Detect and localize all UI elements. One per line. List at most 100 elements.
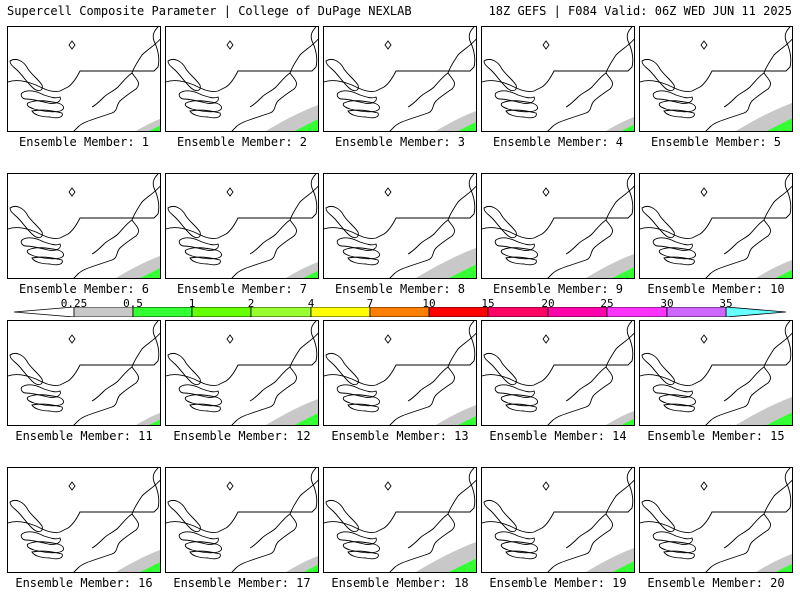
island-outline [226, 187, 234, 197]
scp-shading-moderate [294, 119, 318, 131]
scp-shading-moderate [140, 562, 160, 572]
island-outline [700, 187, 708, 197]
member-label: Ensemble Member: 10 [647, 282, 785, 296]
coastline [705, 479, 792, 572]
lake-outline [26, 541, 65, 554]
lake-outline [20, 237, 61, 251]
coastline [705, 332, 792, 425]
lake-outline [9, 499, 43, 533]
colorbar-tick-label: 1 [188, 297, 196, 310]
member-label: Ensemble Member: 4 [492, 135, 624, 149]
coastline [565, 366, 607, 402]
island-outline [384, 187, 392, 197]
lake-outline [663, 256, 695, 266]
member-map [481, 26, 635, 132]
border-line [166, 468, 318, 533]
coastline [547, 479, 634, 572]
member-map [481, 467, 635, 573]
scp-shading-moderate [775, 269, 792, 278]
lake-outline [26, 100, 65, 113]
border-line [8, 27, 160, 92]
coastline [73, 479, 160, 572]
run-valid-time: 18Z GEFS | F084 Valid: 06Z WED JUN 11 20… [488, 4, 792, 18]
scp-shading-moderate [458, 416, 476, 425]
scp-shading-moderate [449, 264, 476, 278]
member-label: Ensemble Member: 5 [650, 135, 782, 149]
scp-shading-low [416, 248, 476, 278]
colorbar-segment [73, 307, 134, 317]
lake-outline [652, 531, 693, 545]
lake-outline [189, 109, 221, 119]
scp-shading-moderate [149, 419, 160, 425]
lake-outline [641, 499, 675, 533]
coastline [407, 513, 449, 549]
lake-outline [184, 541, 223, 554]
lake-outline [184, 100, 223, 113]
coastline [73, 185, 160, 278]
lake-outline [336, 237, 377, 251]
lake-outline [641, 205, 675, 239]
member-map [639, 320, 793, 426]
border-line [482, 174, 634, 239]
lake-outline [658, 100, 697, 113]
member-map [481, 173, 635, 279]
island-outline [384, 334, 392, 344]
island-outline [384, 40, 392, 50]
scp-shading-low [266, 399, 318, 425]
scp-shading-low [286, 262, 318, 278]
colorbar-lower-extension [13, 307, 75, 317]
border-line [166, 174, 318, 239]
lake-outline [342, 541, 381, 554]
member-label: Ensemble Member: 14 [489, 429, 627, 443]
scp-shading-low [586, 548, 634, 572]
island-outline [68, 334, 76, 344]
coastline [91, 72, 133, 108]
lake-outline [167, 58, 201, 92]
coastline [389, 38, 476, 131]
lake-outline [658, 541, 697, 554]
scp-shading-moderate [766, 412, 792, 425]
member-map [639, 26, 793, 132]
lake-outline [500, 394, 539, 407]
scp-shading-low [286, 556, 318, 572]
scp-shading-low [416, 542, 476, 572]
lake-outline [347, 256, 379, 266]
lake-outline [178, 384, 219, 398]
member-label: Ensemble Member: 17 [173, 576, 311, 590]
lake-outline [325, 499, 359, 533]
member-label: Ensemble Member: 8 [334, 282, 466, 296]
scp-shading-moderate [294, 413, 318, 425]
colorbar-segment [666, 307, 727, 317]
member-label: Ensemble Member: 7 [176, 282, 308, 296]
colorbar-segment [250, 307, 312, 317]
member-map [165, 26, 319, 132]
lake-outline [658, 394, 697, 407]
border-line [8, 321, 160, 386]
lake-outline [9, 205, 43, 239]
lake-outline [178, 531, 219, 545]
coastline [407, 72, 449, 108]
lake-outline [9, 352, 43, 386]
member-label: Ensemble Member: 16 [15, 576, 153, 590]
coastline [249, 72, 291, 108]
member-label: Ensemble Member: 2 [176, 135, 308, 149]
island-outline [542, 334, 550, 344]
border-line [640, 27, 792, 92]
scp-shading-moderate [766, 118, 792, 131]
lake-outline [342, 394, 381, 407]
scp-shading-low [606, 411, 634, 425]
coastline [547, 38, 634, 131]
lake-outline [505, 550, 537, 560]
lake-outline [178, 237, 219, 251]
scp-shading-moderate [303, 564, 318, 572]
lake-outline [505, 403, 537, 413]
lake-outline [325, 58, 359, 92]
lake-outline [347, 550, 379, 560]
colorbar: 0.25 0.5 1 2 4 7 10 15 20 25 30 35 [0, 296, 800, 320]
border-line [482, 27, 634, 92]
colorbar-tick-label: 7 [366, 297, 374, 310]
member-map [7, 173, 161, 279]
colorbar-segment [310, 307, 371, 317]
colorbar-segment [428, 307, 489, 317]
